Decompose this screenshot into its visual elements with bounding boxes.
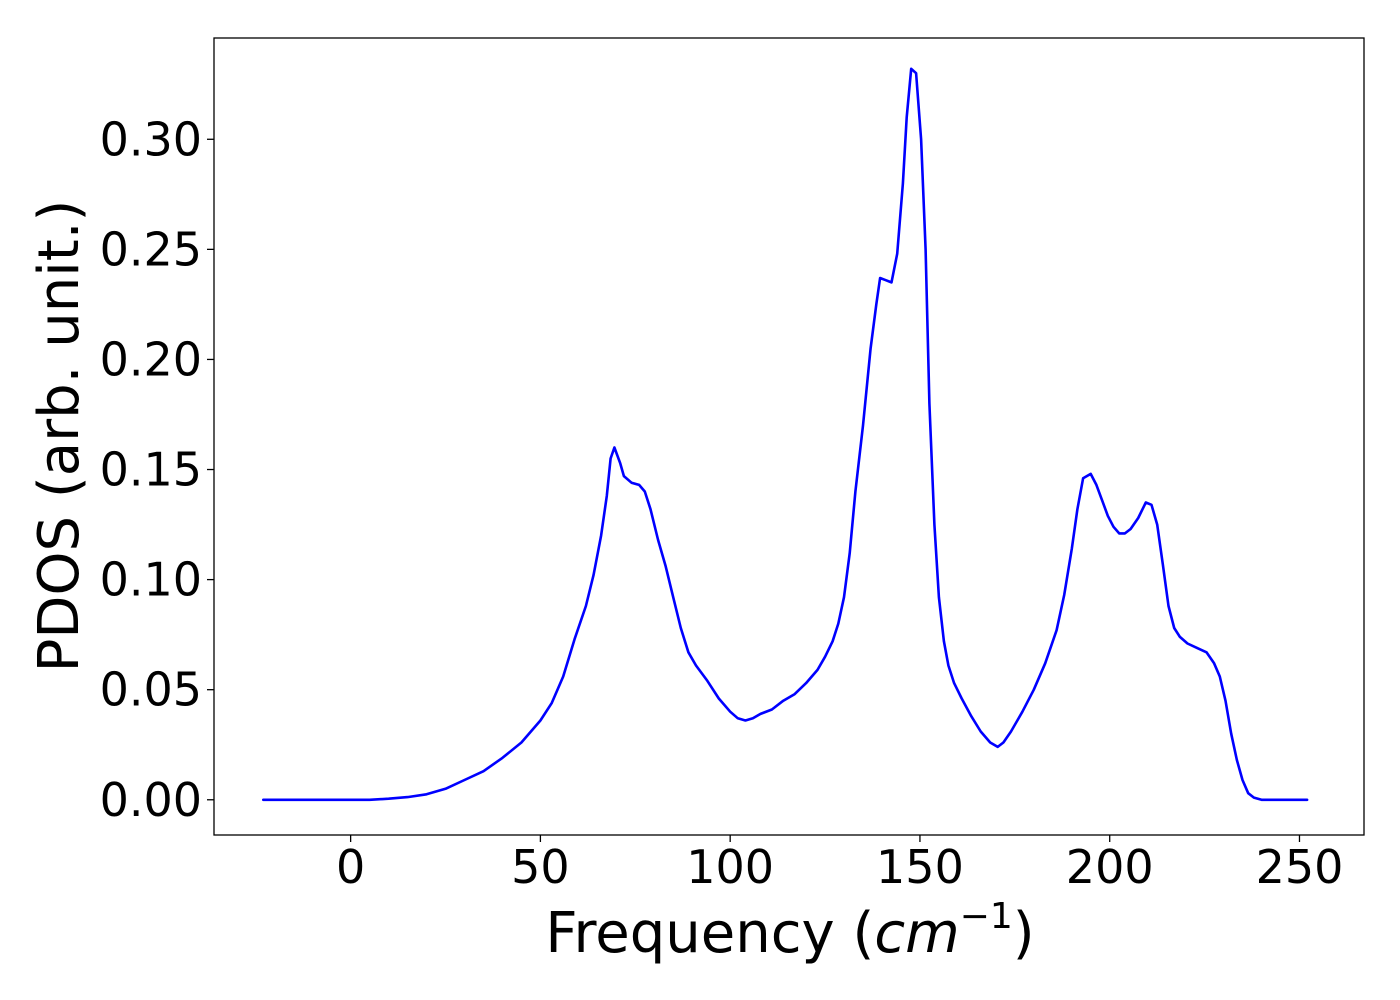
- y-tick-label: 0.30: [100, 112, 202, 166]
- y-tick-label: 0.10: [100, 553, 202, 607]
- y-axis-label: PDOS (arb. unit.): [27, 200, 92, 673]
- plot-area-frame: [213, 37, 1365, 836]
- y-tick-label: 0.15: [100, 443, 202, 497]
- y-tick-label: 0.25: [100, 222, 202, 276]
- y-tick-label: 0.00: [100, 773, 202, 827]
- y-tick-label: 0.05: [100, 663, 202, 717]
- x-tick-label: 250: [1256, 840, 1344, 894]
- y-axis-ticks: 0.00 0.05 0.10 0.15 0.20 0.25 0.30: [100, 112, 214, 827]
- y-tick-label: 0.20: [100, 332, 202, 386]
- pdos-series-line: [261, 67, 1309, 802]
- x-axis-label: Frequency (cm−1): [545, 896, 1034, 966]
- x-tick-label: 200: [1066, 840, 1154, 894]
- x-tick-label: 0: [336, 840, 365, 894]
- x-tick-label: 100: [686, 840, 774, 894]
- x-tick-label: 50: [511, 840, 570, 894]
- x-axis-ticks: 0 50 100 150 200 250: [336, 835, 1343, 894]
- x-tick-label: 150: [876, 840, 964, 894]
